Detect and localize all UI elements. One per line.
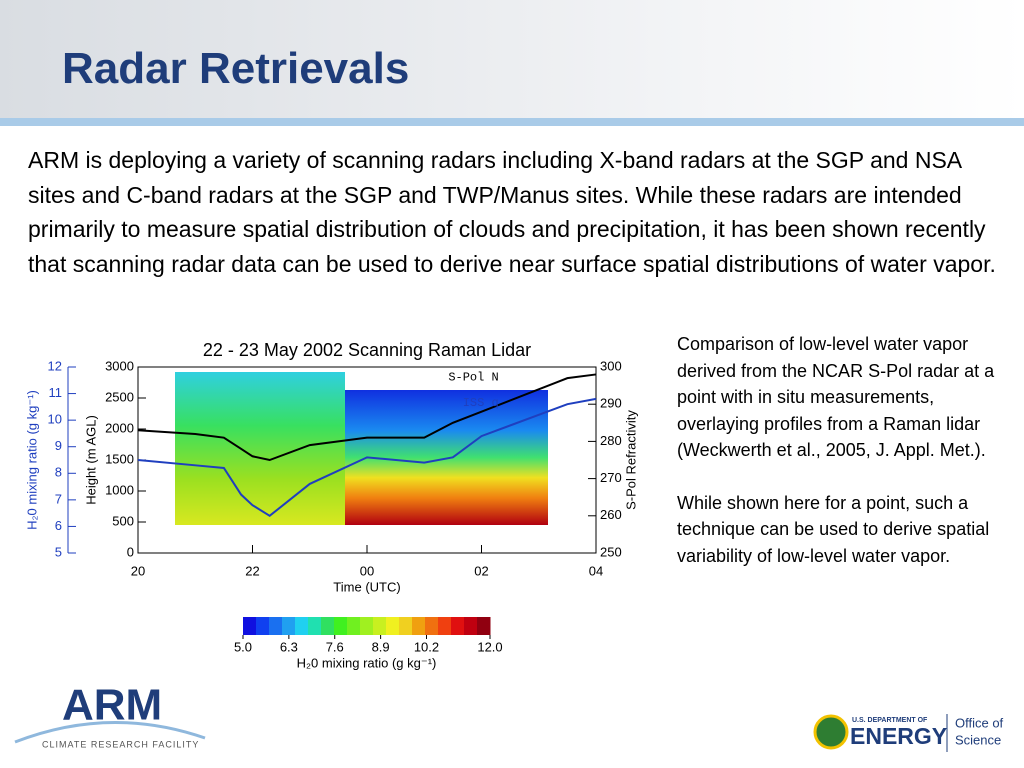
y2-tick-label: 250 bbox=[600, 544, 622, 559]
series-label: ISS q bbox=[463, 396, 499, 410]
colorbar-cell bbox=[477, 617, 491, 635]
colorbar-cell bbox=[295, 617, 309, 635]
y3-tick-label: 10 bbox=[48, 412, 62, 427]
y-tick-label: 2000 bbox=[105, 420, 134, 435]
caption-paragraph: While shown here for a point, such a tec… bbox=[677, 492, 990, 566]
colorbar-cell bbox=[412, 617, 426, 635]
caption-paragraph: Comparison of low-level water vapor deri… bbox=[677, 334, 995, 460]
y3-tick-label: 8 bbox=[55, 465, 62, 480]
colorbar-cell bbox=[451, 617, 465, 635]
colorbar-tick-label: 12.0 bbox=[477, 639, 502, 654]
arm-logo: ARM bbox=[62, 681, 162, 730]
colorbar-cell bbox=[373, 617, 387, 635]
colorbar-tick-label: 5.0 bbox=[234, 639, 252, 654]
y-tick-label: 500 bbox=[112, 513, 134, 528]
colorbar-tick-label: 6.3 bbox=[280, 639, 298, 654]
x-tick-label: 04 bbox=[589, 563, 603, 578]
arm-swoosh bbox=[14, 720, 206, 744]
colorbar: 5.0 6.3 7.6 8.9 10.2 12.0 H₂0 mixing ratio (g … bbox=[234, 617, 503, 670]
series-line bbox=[137, 397, 597, 518]
colorbar-label: H₂0 mixing ratio (g kg⁻¹) bbox=[297, 655, 437, 670]
y3-tick-label: 9 bbox=[55, 438, 62, 453]
slide-title: Radar Retrievals bbox=[62, 44, 410, 93]
y-tick-label: 1000 bbox=[105, 482, 134, 497]
lidar-field bbox=[175, 372, 345, 525]
y3-tick-label: 12 bbox=[48, 358, 62, 373]
series-label: S-Pol N bbox=[448, 370, 498, 384]
series-line bbox=[137, 373, 597, 462]
x-tick-label: 22 bbox=[245, 563, 259, 578]
colorbar-cell bbox=[282, 617, 296, 635]
colorbar-cell bbox=[243, 617, 257, 635]
science: Science bbox=[955, 732, 1001, 747]
colorbar-tick-label: 8.9 bbox=[372, 639, 390, 654]
y-tick-label: 1500 bbox=[105, 451, 134, 466]
y2-tick-label: 290 bbox=[600, 396, 622, 411]
body-text: ARM is deploying a variety of scanning r… bbox=[28, 147, 996, 277]
y2-tick-label: 270 bbox=[600, 470, 622, 485]
y-tick-label: 2500 bbox=[105, 389, 134, 404]
colorbar-cell bbox=[347, 617, 361, 635]
colorbar-cell bbox=[321, 617, 335, 635]
doe-seal bbox=[813, 714, 849, 750]
colorbar-cell bbox=[308, 617, 322, 635]
y3-axis-label: H₂0 mixing ratio (g kg⁻¹) bbox=[24, 390, 39, 530]
colorbar-cell bbox=[399, 617, 413, 635]
colorbar-cell bbox=[360, 617, 374, 635]
doe-energy: ENERGY bbox=[850, 723, 947, 749]
x-tick-label: 00 bbox=[360, 563, 374, 578]
arm-tagline: CLIMATE RESEARCH FACILITY bbox=[42, 739, 199, 749]
header-rule bbox=[0, 118, 1024, 126]
colorbar-tick-label: 10.2 bbox=[414, 639, 439, 654]
colorbar-cell bbox=[386, 617, 400, 635]
y2-axis-label: S-Pol Refractivity bbox=[623, 410, 638, 510]
y3-tick-label: 7 bbox=[55, 491, 62, 506]
header-band bbox=[0, 0, 1024, 118]
colorbar-cell bbox=[425, 617, 439, 635]
x-tick-label: 20 bbox=[131, 563, 145, 578]
chart-title: 22 - 23 May 2002 Scanning Raman Lidar bbox=[203, 340, 531, 360]
y2-tick-label: 260 bbox=[600, 507, 622, 522]
colorbar-cell bbox=[256, 617, 270, 635]
y3-tick-label: 11 bbox=[49, 385, 63, 400]
colorbar-cell bbox=[334, 617, 348, 635]
y-axis-label: Height (m AGL) bbox=[83, 415, 98, 505]
y3-tick-label: 5 bbox=[55, 544, 62, 559]
y-tick-label: 3000 bbox=[105, 358, 134, 373]
y3-tick-label: 6 bbox=[55, 518, 62, 533]
office-of: Office of bbox=[955, 715, 1004, 730]
colorbar-cell bbox=[269, 617, 283, 635]
colorbar-cell bbox=[438, 617, 452, 635]
colorbar-cell bbox=[464, 617, 478, 635]
y2-tick-label: 280 bbox=[600, 433, 622, 448]
caption: Comparison of low-level water vapor deri… bbox=[677, 331, 995, 595]
colorbar-tick-label: 7.6 bbox=[326, 639, 344, 654]
y-tick-label: 0 bbox=[127, 544, 134, 559]
x-tick-label: 02 bbox=[474, 563, 488, 578]
y2-tick-label: 300 bbox=[600, 358, 622, 373]
x-axis-label: Time (UTC) bbox=[333, 579, 400, 594]
doe-dept: U.S. DEPARTMENT OF bbox=[852, 717, 928, 724]
